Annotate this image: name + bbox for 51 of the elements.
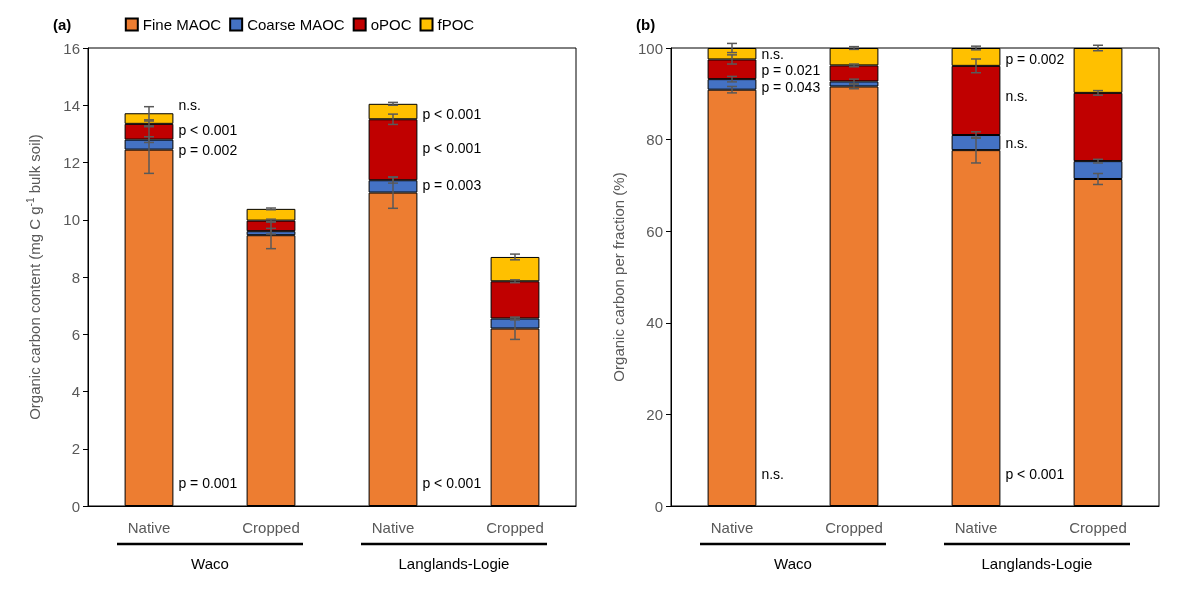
text: Langlands-Logie — [981, 555, 1093, 572]
x-tick-label: Native — [710, 519, 754, 536]
x-tick-label: Cropped — [825, 519, 883, 536]
annotation: n.s. — [1005, 135, 1028, 152]
x-tick-label: Cropped — [486, 519, 544, 536]
annotation: n.s. — [761, 46, 784, 63]
legend-label: fPOC — [437, 16, 475, 33]
annotation: p = 0.002 — [178, 141, 238, 158]
text: Waco — [774, 555, 812, 572]
annotation: p = 0.002 — [1005, 50, 1065, 67]
y-tick-label: 6 — [71, 325, 80, 343]
x-tick-label: Native — [127, 519, 171, 536]
text: Langlands-Logie — [398, 555, 510, 572]
y-tick-label: 10 — [63, 211, 80, 229]
y-tick-label: 12 — [63, 154, 80, 171]
y-tick-label: 40 — [646, 314, 663, 332]
annotation: p = 0.043 — [761, 79, 821, 96]
y-tick-label: 100 — [637, 39, 663, 57]
y-tick-label: 60 — [646, 222, 663, 240]
y-tick-label: 2 — [71, 440, 80, 458]
annotation: p < 0.001 — [422, 475, 482, 492]
y-axis-title: Organic carbon content (mg C g-1 bulk soil) — [24, 134, 43, 420]
text: Waco — [191, 555, 229, 572]
x-tick-label: Native — [371, 519, 415, 536]
y-tick-label: 0 — [654, 497, 663, 515]
y-tick-label: 16 — [63, 39, 80, 57]
x-tick-label: Native — [954, 519, 998, 536]
y-tick-label: 0 — [71, 497, 80, 515]
x-tick-label: Cropped — [242, 519, 300, 536]
annotation: n.s. — [1005, 87, 1028, 104]
y-tick-label: 80 — [646, 131, 663, 149]
x-tick-label: Cropped — [1069, 519, 1127, 536]
legend-label: oPOC — [370, 16, 412, 33]
y-tick-label: 4 — [71, 383, 80, 400]
annotation: p = 0.021 — [761, 61, 821, 78]
chart-title: (a) — [53, 16, 72, 33]
y-axis-title: Organic carbon per fraction (%) — [610, 172, 627, 382]
annotation: n.s. — [178, 97, 201, 114]
annotation: p = 0.003 — [422, 177, 482, 194]
y-tick-label: 14 — [63, 96, 80, 114]
annotation: p < 0.001 — [178, 121, 238, 138]
legend-label: Coarse MAOC — [247, 16, 345, 33]
annotation: n.s. — [761, 465, 784, 482]
annotation: p < 0.001 — [422, 105, 482, 122]
chart-title: (b) — [636, 16, 656, 33]
annotation: p = 0.001 — [178, 475, 238, 492]
annotation: p < 0.001 — [422, 140, 482, 157]
annotation: p < 0.001 — [1005, 465, 1065, 482]
y-tick-label: 20 — [646, 405, 663, 423]
y-tick-label: 8 — [71, 268, 80, 286]
legend-label: Fine MAOC — [142, 16, 222, 33]
